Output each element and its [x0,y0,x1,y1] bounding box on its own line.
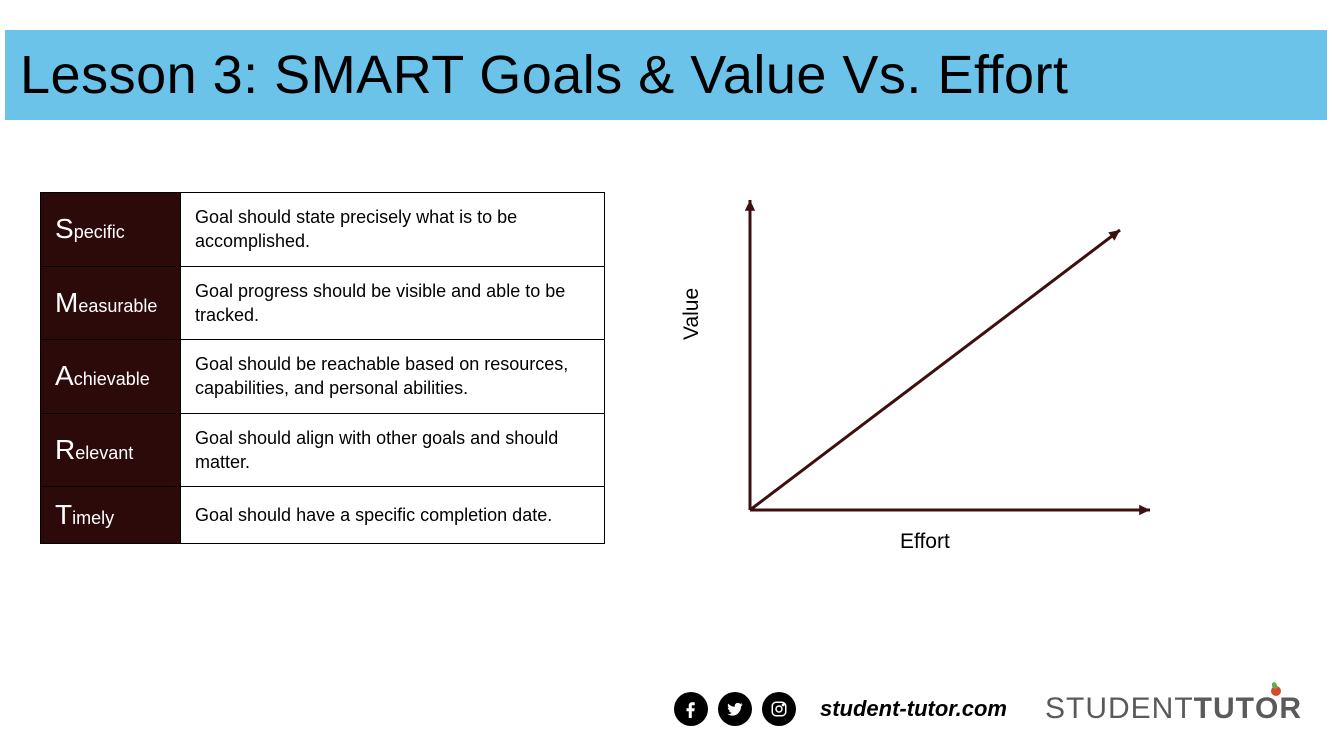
smart-desc-cell: Goal should be reachable based on resour… [181,340,605,414]
logo-apple-o: O [1255,692,1279,726]
table-row: TimelyGoal should have a specific comple… [41,487,605,544]
smart-term-cell: Specific [41,193,181,267]
smart-term-letter: R [55,434,75,465]
logo-bold-suffix: R [1279,692,1302,726]
smart-term-rest: easurable [78,296,157,316]
table-row: AchievableGoal should be reachable based… [41,340,605,414]
footer: student-tutor.com STUDENTTUTOR [674,692,1302,726]
chart-svg [690,190,1170,550]
logo-bold-prefix: TUT [1194,692,1255,726]
smart-term-cell: Relevant [41,413,181,487]
smart-desc-cell: Goal should have a specific completion d… [181,487,605,544]
title-bar: Lesson 3: SMART Goals & Value Vs. Effort [5,30,1327,120]
smart-term-rest: chievable [74,369,150,389]
smart-term-letter: M [55,287,78,318]
logo-thin-text: STUDENT [1045,692,1194,726]
instagram-icon[interactable] [762,692,796,726]
smart-goals-table: SpecificGoal should state precisely what… [40,192,605,544]
chart-x-axis-label: Effort [900,530,950,554]
smart-term-cell: Measurable [41,266,181,340]
twitter-icon[interactable] [718,692,752,726]
smart-term-letter: T [55,499,72,530]
smart-desc-cell: Goal progress should be visible and able… [181,266,605,340]
site-url[interactable]: student-tutor.com [820,696,1007,722]
brand-logo: STUDENTTUTOR [1045,692,1302,726]
smart-desc-cell: Goal should state precisely what is to b… [181,193,605,267]
chart-y-axis-label: Value [680,288,704,340]
page-title: Lesson 3: SMART Goals & Value Vs. Effort [20,44,1069,106]
smart-term-cell: Timely [41,487,181,544]
social-icons [674,692,796,726]
value-effort-chart: Value Effort [690,190,1170,550]
smart-term-rest: pecific [74,222,125,242]
smart-term-rest: imely [72,508,114,528]
table-row: SpecificGoal should state precisely what… [41,193,605,267]
smart-term-rest: elevant [75,443,133,463]
smart-term-letter: S [55,213,74,244]
table-row: RelevantGoal should align with other goa… [41,413,605,487]
smart-term-letter: A [55,360,74,391]
table-row: MeasurableGoal progress should be visibl… [41,266,605,340]
facebook-icon[interactable] [674,692,708,726]
smart-term-cell: Achievable [41,340,181,414]
smart-desc-cell: Goal should align with other goals and s… [181,413,605,487]
